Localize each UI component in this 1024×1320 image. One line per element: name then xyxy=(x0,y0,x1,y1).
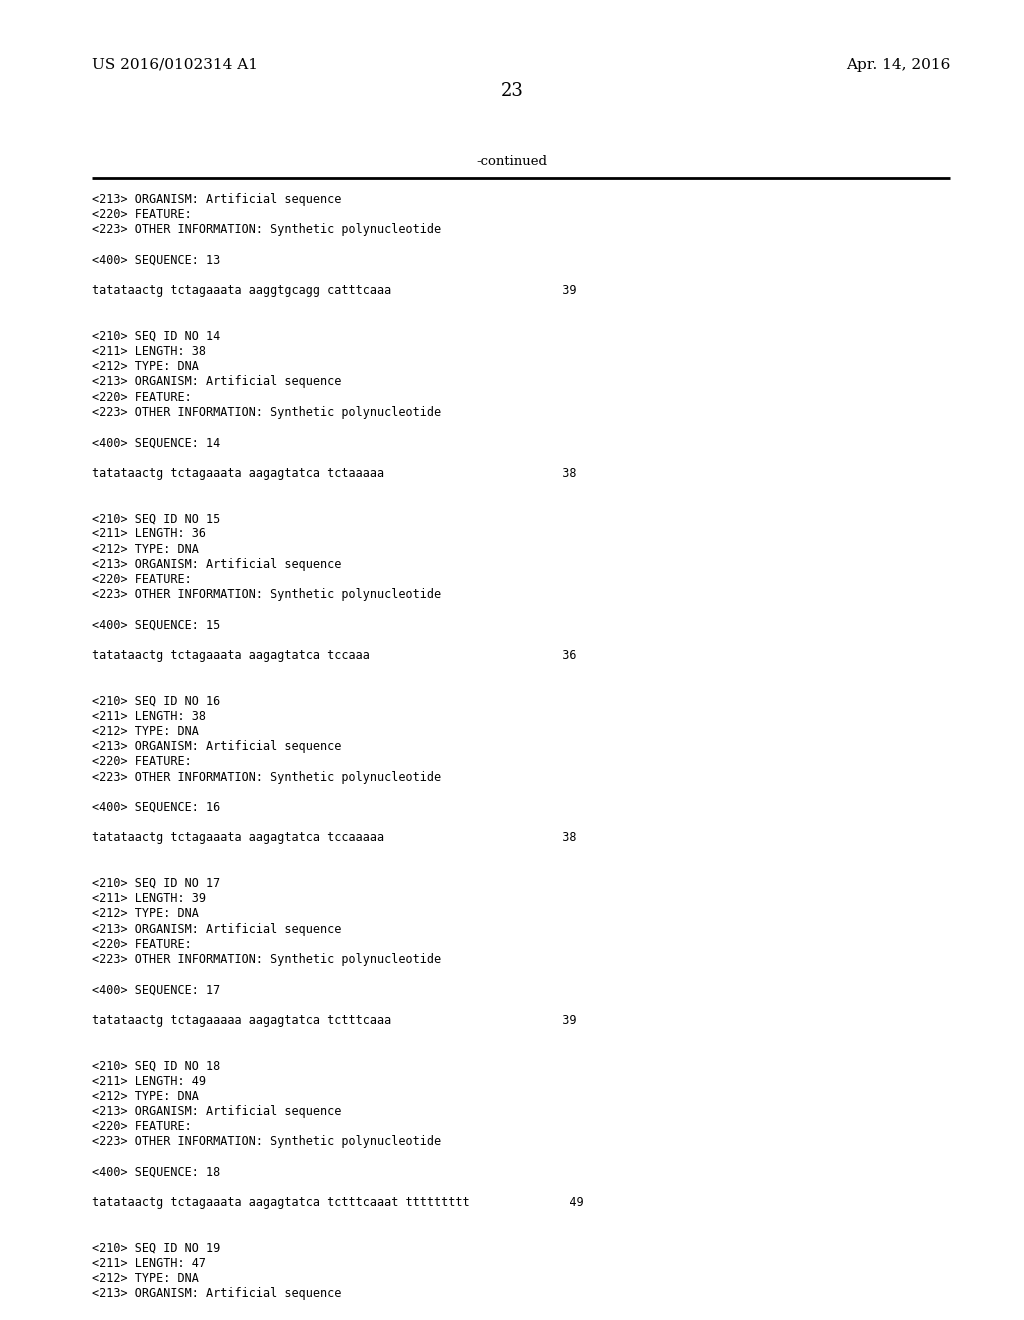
Text: <213> ORGANISM: Artificial sequence: <213> ORGANISM: Artificial sequence xyxy=(92,1287,341,1300)
Text: <210> SEQ ID NO 18: <210> SEQ ID NO 18 xyxy=(92,1060,220,1072)
Text: tatataactg tctagaaata aagagtatca tctttcaaat ttttttttt              49: tatataactg tctagaaata aagagtatca tctttca… xyxy=(92,1196,584,1209)
Text: <212> TYPE: DNA: <212> TYPE: DNA xyxy=(92,360,199,374)
Text: <210> SEQ ID NO 17: <210> SEQ ID NO 17 xyxy=(92,876,220,890)
Text: <210> SEQ ID NO 16: <210> SEQ ID NO 16 xyxy=(92,694,220,708)
Text: <210> SEQ ID NO 19: <210> SEQ ID NO 19 xyxy=(92,1242,220,1255)
Text: <223> OTHER INFORMATION: Synthetic polynucleotide: <223> OTHER INFORMATION: Synthetic polyn… xyxy=(92,1135,441,1148)
Text: <211> LENGTH: 47: <211> LENGTH: 47 xyxy=(92,1257,206,1270)
Text: <400> SEQUENCE: 14: <400> SEQUENCE: 14 xyxy=(92,436,220,449)
Text: <211> LENGTH: 36: <211> LENGTH: 36 xyxy=(92,528,206,540)
Text: <400> SEQUENCE: 18: <400> SEQUENCE: 18 xyxy=(92,1166,220,1179)
Text: <211> LENGTH: 38: <211> LENGTH: 38 xyxy=(92,345,206,358)
Text: tatataactg tctagaaata aaggtgcagg catttcaaa                        39: tatataactg tctagaaata aaggtgcagg catttca… xyxy=(92,284,577,297)
Text: <220> FEATURE:: <220> FEATURE: xyxy=(92,755,191,768)
Text: <210> SEQ ID NO 15: <210> SEQ ID NO 15 xyxy=(92,512,220,525)
Text: tatataactg tctagaaata aagagtatca tccaaaaa                         38: tatataactg tctagaaata aagagtatca tccaaaa… xyxy=(92,832,577,845)
Text: <400> SEQUENCE: 17: <400> SEQUENCE: 17 xyxy=(92,983,220,997)
Text: tatataactg tctagaaaaa aagagtatca tctttcaaa                        39: tatataactg tctagaaaaa aagagtatca tctttca… xyxy=(92,1014,577,1027)
Text: <223> OTHER INFORMATION: Synthetic polynucleotide: <223> OTHER INFORMATION: Synthetic polyn… xyxy=(92,405,441,418)
Text: <400> SEQUENCE: 13: <400> SEQUENCE: 13 xyxy=(92,253,220,267)
Text: <223> OTHER INFORMATION: Synthetic polynucleotide: <223> OTHER INFORMATION: Synthetic polyn… xyxy=(92,771,441,784)
Text: <212> TYPE: DNA: <212> TYPE: DNA xyxy=(92,1272,199,1286)
Text: <210> SEQ ID NO 14: <210> SEQ ID NO 14 xyxy=(92,330,220,343)
Text: <400> SEQUENCE: 16: <400> SEQUENCE: 16 xyxy=(92,801,220,814)
Text: <223> OTHER INFORMATION: Synthetic polynucleotide: <223> OTHER INFORMATION: Synthetic polyn… xyxy=(92,953,441,966)
Text: -continued: -continued xyxy=(476,154,548,168)
Text: <213> ORGANISM: Artificial sequence: <213> ORGANISM: Artificial sequence xyxy=(92,375,341,388)
Text: <213> ORGANISM: Artificial sequence: <213> ORGANISM: Artificial sequence xyxy=(92,1105,341,1118)
Text: <223> OTHER INFORMATION: Synthetic polynucleotide: <223> OTHER INFORMATION: Synthetic polyn… xyxy=(92,589,441,601)
Text: <212> TYPE: DNA: <212> TYPE: DNA xyxy=(92,543,199,556)
Text: <220> FEATURE:: <220> FEATURE: xyxy=(92,1121,191,1133)
Text: <213> ORGANISM: Artificial sequence: <213> ORGANISM: Artificial sequence xyxy=(92,193,341,206)
Text: <223> OTHER INFORMATION: Synthetic polynucleotide: <223> OTHER INFORMATION: Synthetic polyn… xyxy=(92,223,441,236)
Text: US 2016/0102314 A1: US 2016/0102314 A1 xyxy=(92,58,258,73)
Text: 23: 23 xyxy=(501,82,523,100)
Text: <211> LENGTH: 38: <211> LENGTH: 38 xyxy=(92,710,206,723)
Text: Apr. 14, 2016: Apr. 14, 2016 xyxy=(846,58,950,73)
Text: <212> TYPE: DNA: <212> TYPE: DNA xyxy=(92,1090,199,1102)
Text: <213> ORGANISM: Artificial sequence: <213> ORGANISM: Artificial sequence xyxy=(92,741,341,754)
Text: <220> FEATURE:: <220> FEATURE: xyxy=(92,573,191,586)
Text: tatataactg tctagaaata aagagtatca tccaaa                           36: tatataactg tctagaaata aagagtatca tccaaa … xyxy=(92,649,577,663)
Text: <220> FEATURE:: <220> FEATURE: xyxy=(92,209,191,222)
Text: <213> ORGANISM: Artificial sequence: <213> ORGANISM: Artificial sequence xyxy=(92,923,341,936)
Text: <211> LENGTH: 39: <211> LENGTH: 39 xyxy=(92,892,206,906)
Text: <400> SEQUENCE: 15: <400> SEQUENCE: 15 xyxy=(92,619,220,631)
Text: <212> TYPE: DNA: <212> TYPE: DNA xyxy=(92,907,199,920)
Text: <220> FEATURE:: <220> FEATURE: xyxy=(92,391,191,404)
Text: <211> LENGTH: 49: <211> LENGTH: 49 xyxy=(92,1074,206,1088)
Text: <220> FEATURE:: <220> FEATURE: xyxy=(92,937,191,950)
Text: tatataactg tctagaaata aagagtatca tctaaaaa                         38: tatataactg tctagaaata aagagtatca tctaaaa… xyxy=(92,466,577,479)
Text: <212> TYPE: DNA: <212> TYPE: DNA xyxy=(92,725,199,738)
Text: <213> ORGANISM: Artificial sequence: <213> ORGANISM: Artificial sequence xyxy=(92,558,341,570)
